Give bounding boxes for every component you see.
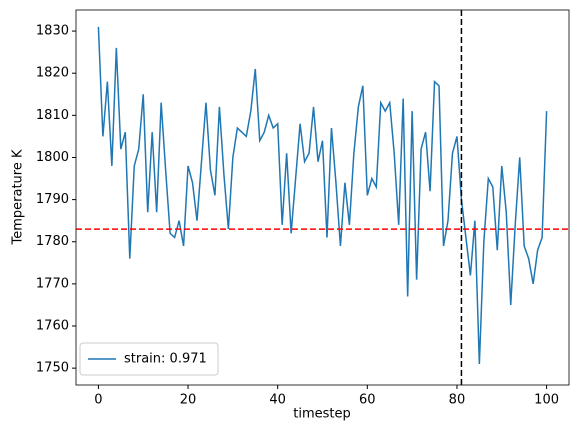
y-tick-label: 1810 xyxy=(36,108,69,123)
legend-box xyxy=(79,342,219,376)
y-tick-label: 1790 xyxy=(36,192,69,207)
y-tick-label: 1780 xyxy=(36,234,69,249)
x-tick-label: 0 xyxy=(94,393,102,408)
y-tick-label: 1820 xyxy=(36,66,69,81)
y-tick-label: 1800 xyxy=(36,150,69,165)
x-tick-label: 60 xyxy=(359,393,376,408)
x-tick-label: 80 xyxy=(449,393,466,408)
x-tick-label: 20 xyxy=(180,393,197,408)
x-axis-label: timestep xyxy=(293,407,351,422)
plot-frame xyxy=(75,9,570,386)
y-tick-label: 1760 xyxy=(36,319,69,334)
y-tick-label: 1830 xyxy=(36,24,69,39)
y-axis-label: Temperature K xyxy=(11,149,26,245)
y-tick-label: 1750 xyxy=(36,361,69,376)
x-tick-label: 40 xyxy=(269,393,286,408)
x-tick-label: 100 xyxy=(534,393,559,408)
y-tick-label: 1770 xyxy=(36,276,69,291)
line xyxy=(97,26,548,364)
legend-label: strain: 0.971 xyxy=(124,352,207,367)
